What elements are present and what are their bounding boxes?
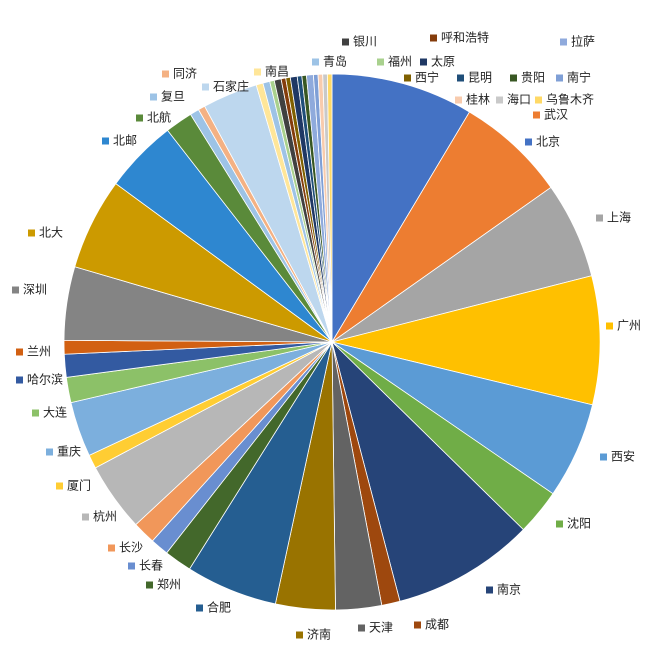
- legend-marker: [533, 111, 540, 119]
- legend-marker: [455, 96, 462, 104]
- legend-marker: [556, 74, 563, 82]
- legend-marker: [296, 631, 303, 639]
- legend-marker: [108, 544, 115, 552]
- legend-marker: [486, 586, 493, 594]
- legend-marker: [12, 286, 19, 294]
- slice-label: 郑州: [157, 577, 181, 592]
- legend-marker: [510, 74, 517, 82]
- slice-label: 青岛: [323, 54, 347, 69]
- slice-label: 桂林: [466, 92, 490, 107]
- slice-label: 复旦: [161, 90, 185, 104]
- legend-marker: [600, 453, 607, 461]
- legend-marker: [136, 114, 143, 122]
- legend-marker: [560, 38, 567, 46]
- slice-label: 太原: [431, 54, 455, 69]
- legend-marker: [150, 93, 157, 101]
- slice-label: 重庆: [57, 445, 81, 459]
- slice-label: 呼和浩特: [441, 30, 489, 45]
- slice-label: 武汉: [544, 108, 568, 122]
- pie-slice: [331, 111, 552, 343]
- slice-label: 沈阳: [567, 516, 591, 531]
- legend-marker: [82, 513, 89, 521]
- slice-label: 贵阳: [521, 71, 545, 85]
- legend-marker: [358, 624, 365, 632]
- slice-label: 成都: [425, 618, 449, 632]
- legend-marker: [254, 68, 261, 76]
- slice-label: 广州: [617, 319, 641, 333]
- legend-marker: [535, 96, 542, 104]
- slice-label: 福州: [388, 54, 412, 69]
- pie-slice: [326, 73, 333, 343]
- legend-marker: [128, 562, 135, 570]
- legend-marker: [342, 38, 349, 46]
- slice-label: 南京: [497, 582, 521, 597]
- legend-marker: [596, 214, 603, 222]
- legend-marker: [16, 348, 23, 356]
- pie-slice: [331, 73, 471, 344]
- legend-marker: [377, 58, 384, 66]
- legend-marker: [457, 74, 464, 82]
- slice-label: 北航: [147, 110, 171, 125]
- legend-marker: [606, 322, 613, 330]
- slice-label: 合肥: [207, 600, 231, 615]
- slice-label: 兰州: [27, 345, 51, 359]
- slice-label: 天津: [369, 621, 393, 635]
- slice-label: 西安: [611, 449, 635, 464]
- slice-label: 大连: [43, 405, 67, 420]
- slice-label: 哈尔滨: [27, 372, 63, 387]
- legend-marker: [56, 482, 63, 490]
- legend-marker: [32, 409, 39, 417]
- legend-marker: [146, 581, 153, 589]
- slice-label: 北大: [39, 226, 63, 240]
- slice-label: 乌鲁木齐: [546, 92, 594, 107]
- legend-marker: [496, 96, 503, 104]
- slice-label: 银川: [353, 35, 377, 49]
- legend-marker: [404, 74, 411, 82]
- slice-label: 北京: [536, 135, 560, 149]
- legend-marker: [46, 448, 53, 456]
- legend-marker: [420, 58, 427, 66]
- slice-label: 杭州: [93, 509, 117, 524]
- legend-marker: [162, 70, 169, 78]
- legend-marker: [102, 137, 109, 145]
- pie-slice: [331, 275, 601, 406]
- legend-marker: [556, 520, 563, 528]
- legend-marker: [525, 138, 532, 146]
- legend-marker: [430, 34, 437, 42]
- slice-label: 石家庄: [213, 79, 249, 94]
- legend-marker: [196, 604, 203, 612]
- slice-label: 海口: [507, 92, 531, 107]
- slice-label: 厦门: [67, 478, 91, 493]
- legend-marker: [312, 58, 319, 66]
- slice-label: 西宁: [415, 70, 439, 85]
- pie-slice: [331, 340, 524, 602]
- slice-label: 上海: [607, 210, 631, 225]
- slice-label: 长沙: [119, 541, 143, 555]
- legend-marker: [414, 621, 421, 629]
- slice-label: 济南: [307, 627, 331, 642]
- slice-label: 长春: [139, 559, 163, 573]
- slice-label: 北邮: [113, 134, 137, 148]
- slice-label: 拉萨: [571, 34, 595, 49]
- legend-marker: [28, 229, 35, 237]
- legend-marker: [202, 83, 209, 91]
- slice-label: 昆明: [468, 71, 492, 85]
- slice-label: 同济: [173, 66, 197, 81]
- slice-label: 深圳: [23, 283, 47, 297]
- slice-label: 南宁: [567, 70, 591, 85]
- slice-label: 南昌: [265, 64, 289, 79]
- legend-marker: [16, 376, 23, 384]
